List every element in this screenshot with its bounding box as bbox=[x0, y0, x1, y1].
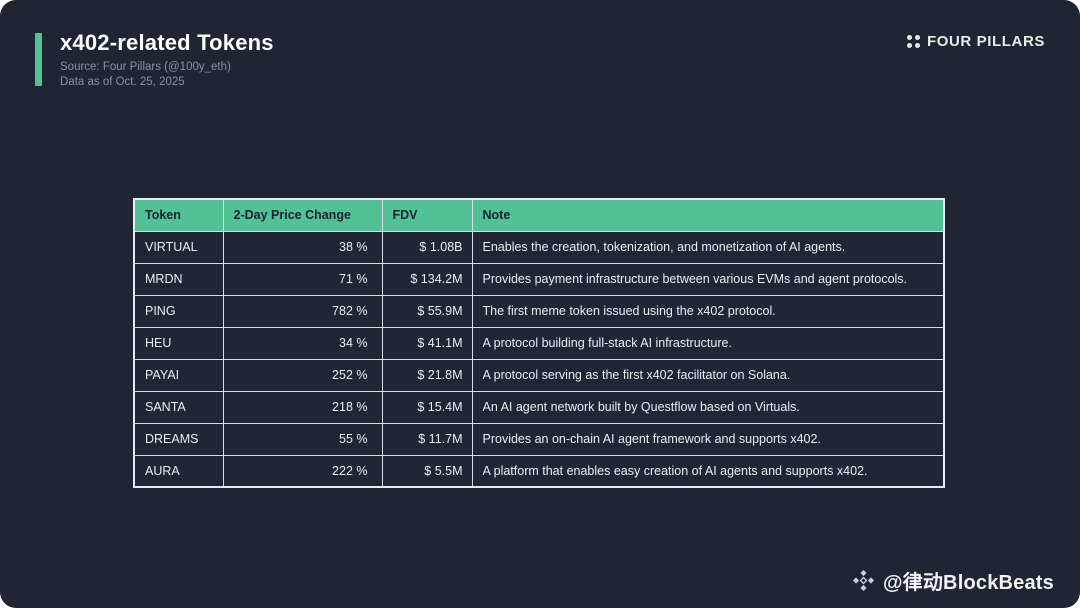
fdv-cell: $ 55.9M bbox=[381, 294, 473, 328]
note-cell: A protocol building full-stack AI infras… bbox=[471, 326, 945, 360]
fdv-cell: $ 1.08B bbox=[381, 230, 473, 264]
brand-name: FOUR PILLARS bbox=[926, 33, 1045, 50]
tokens-table-wrap: Token 2-Day Price Change FDV Note VIRTUAL 38… bbox=[133, 198, 945, 488]
source-line: Source: Four Pillars (@100y_eth) bbox=[60, 61, 231, 74]
token-cell: PING bbox=[133, 294, 224, 328]
price-change-cell: 55 % bbox=[222, 422, 383, 456]
fdv-cell: $ 41.1M bbox=[381, 326, 473, 360]
price-change-cell: 218 % bbox=[222, 390, 383, 424]
fdv-cell: $ 134.2M bbox=[381, 262, 473, 296]
note-cell: A protocol serving as the first x402 fac… bbox=[471, 358, 945, 392]
table-row: AURA 222 % $ 5.5M A platform that enables e… bbox=[133, 454, 945, 488]
tokens-table: Token 2-Day Price Change FDV Note VIRTUAL 38… bbox=[133, 198, 945, 488]
price-change-cell: 38 % bbox=[222, 230, 383, 264]
note-cell: Provides an on-chain AI agent framework … bbox=[471, 422, 945, 456]
table-row: VIRTUAL 38 % $ 1.08B Enables the creation, … bbox=[133, 230, 945, 264]
price-change-cell: 782 % bbox=[222, 294, 383, 328]
price-change-cell: 71 % bbox=[222, 262, 383, 296]
note-cell: Provides payment infrastructure between … bbox=[471, 262, 945, 296]
token-cell: SANTA bbox=[133, 390, 224, 424]
watermark-handle: @律动BlockBeats bbox=[882, 572, 1054, 594]
fdv-cell: $ 5.5M bbox=[381, 454, 473, 488]
table-body: VIRTUAL 38 % $ 1.08B Enables the creation, … bbox=[133, 230, 945, 488]
watermark: @律动BlockBeats bbox=[852, 566, 1054, 595]
token-cell: HEU bbox=[133, 326, 224, 360]
header: x402-related Tokens Source: Four Pillars… bbox=[35, 30, 274, 89]
price-change-cell: 252 % bbox=[222, 358, 383, 392]
table-row: HEU 34 % $ 41.1M A protocol building full-s… bbox=[133, 326, 945, 360]
token-cell: DREAMS bbox=[133, 422, 224, 456]
token-cell: AURA bbox=[133, 454, 224, 488]
title-group: x402-related Tokens Source: Four Pillars… bbox=[60, 30, 274, 89]
four-dots-icon bbox=[906, 35, 920, 48]
table-header-row: Token 2-Day Price Change FDV Note bbox=[133, 198, 945, 232]
note-cell: Enables the creation, tokenization, and … bbox=[471, 230, 945, 264]
table-row: SANTA 218 % $ 15.4M An AI agent network bui… bbox=[133, 390, 945, 424]
price-change-cell: 34 % bbox=[222, 326, 383, 360]
table-row: PAYAI 252 % $ 21.8M A protocol serving as t… bbox=[133, 358, 945, 392]
fdv-cell: $ 11.7M bbox=[381, 422, 473, 456]
accent-bar bbox=[35, 33, 42, 86]
token-cell: MRDN bbox=[133, 262, 224, 296]
blockbeats-diamond-icon bbox=[852, 569, 874, 592]
token-cell: VIRTUAL bbox=[133, 230, 224, 264]
column-header: Note bbox=[471, 198, 945, 232]
note-cell: An AI agent network built by Questflow b… bbox=[471, 390, 945, 424]
table-row: PING 782 % $ 55.9M The first meme token iss… bbox=[133, 294, 945, 328]
fdv-cell: $ 15.4M bbox=[381, 390, 473, 424]
note-cell: A platform that enables easy creation of… bbox=[471, 454, 945, 488]
brand-logo: FOUR PILLARS bbox=[906, 33, 1045, 50]
column-header: FDV bbox=[381, 198, 473, 232]
token-cell: PAYAI bbox=[133, 358, 224, 392]
table-row: MRDN 71 % $ 134.2M Provides payment infrast… bbox=[133, 262, 945, 296]
column-header: 2-Day Price Change bbox=[222, 198, 383, 232]
price-change-cell: 222 % bbox=[222, 454, 383, 488]
table-row: DREAMS 55 % $ 11.7M Provides an on-chain AI… bbox=[133, 422, 945, 456]
fdv-cell: $ 21.8M bbox=[381, 358, 473, 392]
page-title: x402-related Tokens bbox=[60, 30, 274, 55]
column-header: Token bbox=[133, 198, 224, 232]
date-line: Data as of Oct. 25, 2025 bbox=[60, 75, 185, 88]
note-cell: The first meme token issued using the x4… bbox=[471, 294, 945, 328]
